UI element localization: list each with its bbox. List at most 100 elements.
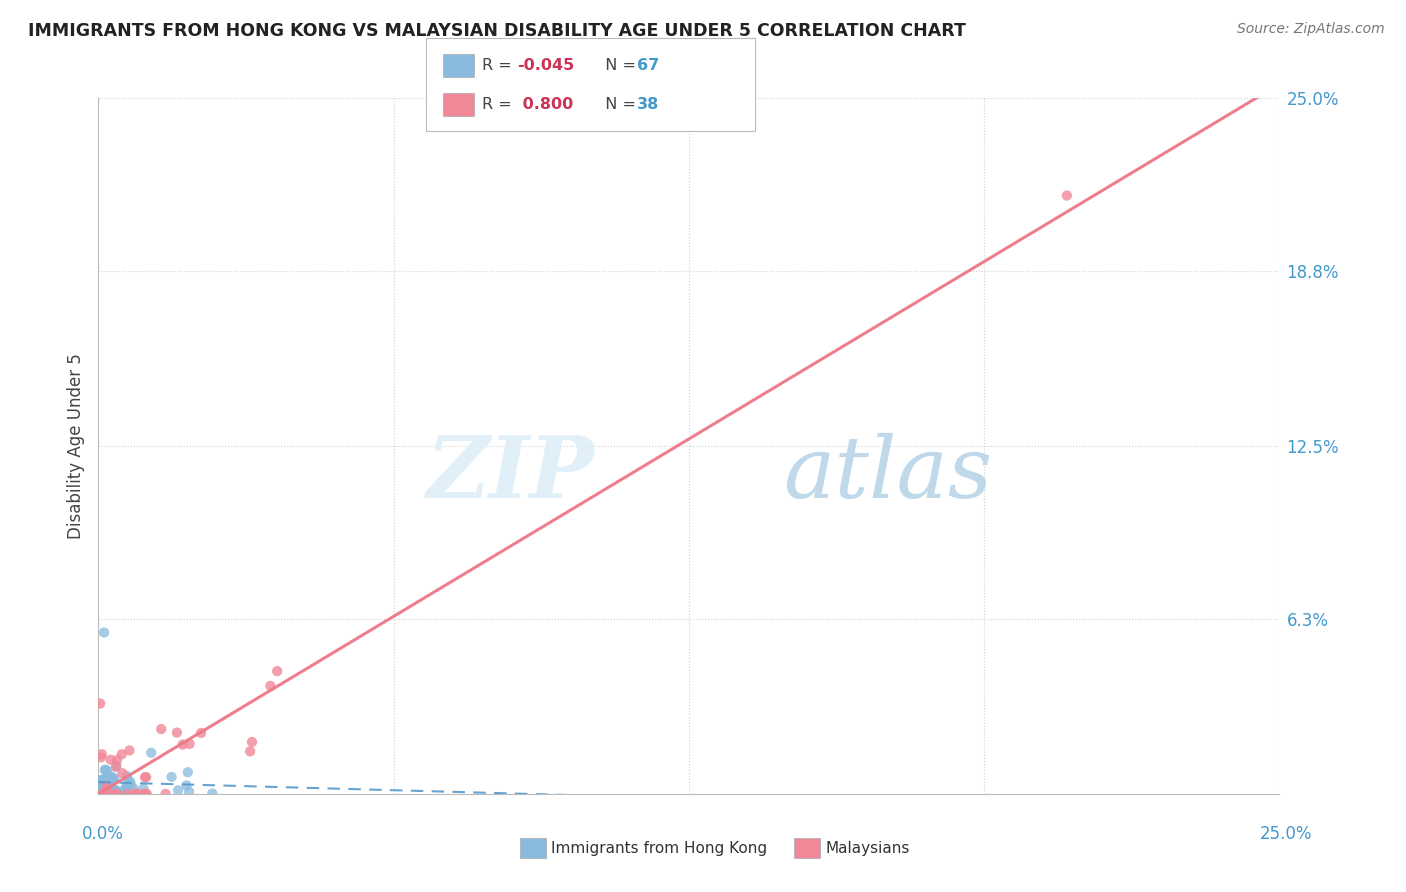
Point bbox=[134, 787, 156, 801]
Point bbox=[172, 738, 194, 752]
Point bbox=[104, 787, 127, 801]
Point bbox=[96, 778, 118, 792]
Point bbox=[89, 784, 111, 798]
Point bbox=[134, 770, 156, 784]
Point bbox=[97, 787, 120, 801]
Text: Immigrants from Hong Kong: Immigrants from Hong Kong bbox=[551, 841, 768, 855]
Point bbox=[125, 786, 148, 800]
Point bbox=[259, 679, 281, 693]
Point bbox=[104, 783, 127, 797]
Point bbox=[103, 781, 125, 796]
Text: N =: N = bbox=[595, 97, 641, 112]
Text: ZIP: ZIP bbox=[426, 432, 595, 516]
Text: R =: R = bbox=[482, 97, 517, 112]
Point bbox=[94, 784, 117, 798]
Point bbox=[115, 777, 138, 791]
Point bbox=[96, 786, 118, 800]
Y-axis label: Disability Age Under 5: Disability Age Under 5 bbox=[66, 353, 84, 539]
Point bbox=[115, 785, 138, 799]
Text: 38: 38 bbox=[637, 97, 659, 112]
Point bbox=[96, 773, 118, 788]
Point bbox=[166, 725, 188, 739]
Text: 0.800: 0.800 bbox=[517, 97, 574, 112]
Point bbox=[107, 786, 129, 800]
Point bbox=[90, 779, 112, 793]
Point bbox=[94, 779, 117, 793]
Point bbox=[98, 785, 121, 799]
Point bbox=[176, 779, 198, 793]
Point bbox=[91, 779, 114, 793]
Point bbox=[89, 784, 111, 798]
Point bbox=[240, 735, 263, 749]
Point bbox=[266, 664, 288, 678]
Point bbox=[134, 787, 156, 801]
Point bbox=[93, 778, 115, 792]
Point bbox=[90, 747, 112, 762]
Point bbox=[90, 781, 112, 796]
Point bbox=[97, 787, 120, 801]
Point bbox=[100, 769, 122, 783]
Point bbox=[97, 782, 120, 797]
Text: 25.0%: 25.0% bbox=[1260, 825, 1313, 843]
Point bbox=[94, 786, 117, 800]
Point bbox=[87, 773, 110, 788]
Point bbox=[135, 787, 157, 801]
Point bbox=[177, 785, 200, 799]
Point bbox=[111, 766, 134, 780]
Point bbox=[117, 787, 139, 801]
Point bbox=[103, 771, 125, 785]
Point bbox=[93, 776, 115, 790]
Point bbox=[94, 782, 117, 797]
Point bbox=[103, 772, 125, 786]
Point bbox=[122, 781, 145, 796]
Point bbox=[98, 787, 121, 801]
Text: 67: 67 bbox=[637, 58, 659, 72]
Point bbox=[93, 783, 115, 797]
Point bbox=[141, 746, 163, 760]
Point bbox=[100, 753, 122, 767]
Point bbox=[135, 770, 157, 784]
Point bbox=[94, 786, 117, 800]
Point bbox=[105, 759, 128, 773]
Text: IMMIGRANTS FROM HONG KONG VS MALAYSIAN DISABILITY AGE UNDER 5 CORRELATION CHART: IMMIGRANTS FROM HONG KONG VS MALAYSIAN D… bbox=[28, 22, 966, 40]
Point bbox=[201, 787, 224, 801]
Point bbox=[115, 780, 138, 795]
Point bbox=[94, 786, 117, 800]
Point bbox=[96, 772, 118, 786]
Point bbox=[94, 781, 117, 796]
Point bbox=[91, 781, 114, 796]
Point bbox=[89, 697, 111, 711]
Point bbox=[132, 781, 155, 796]
Point bbox=[190, 726, 212, 740]
Point bbox=[96, 787, 118, 801]
Point bbox=[177, 765, 200, 780]
Point bbox=[118, 743, 141, 757]
Point bbox=[93, 786, 115, 800]
Point bbox=[93, 787, 115, 801]
Point bbox=[96, 764, 118, 778]
Point bbox=[115, 769, 138, 783]
Text: -0.045: -0.045 bbox=[517, 58, 575, 72]
Point bbox=[94, 763, 117, 777]
Point bbox=[150, 722, 173, 736]
Point bbox=[111, 784, 134, 798]
Point bbox=[93, 625, 115, 640]
Point bbox=[155, 787, 177, 801]
Point bbox=[89, 783, 111, 797]
Point bbox=[96, 775, 118, 789]
Text: 0.0%: 0.0% bbox=[82, 825, 124, 843]
Point bbox=[98, 780, 121, 795]
Point bbox=[94, 776, 117, 790]
Text: R =: R = bbox=[482, 58, 517, 72]
Point bbox=[93, 772, 115, 787]
Text: N =: N = bbox=[595, 58, 641, 72]
Text: Source: ZipAtlas.com: Source: ZipAtlas.com bbox=[1237, 22, 1385, 37]
Point bbox=[118, 774, 141, 789]
Point bbox=[105, 787, 128, 801]
Point bbox=[104, 787, 127, 801]
Point bbox=[91, 772, 114, 787]
Point bbox=[105, 753, 128, 767]
Point bbox=[111, 747, 134, 762]
Point bbox=[124, 787, 146, 801]
Point bbox=[120, 777, 142, 791]
